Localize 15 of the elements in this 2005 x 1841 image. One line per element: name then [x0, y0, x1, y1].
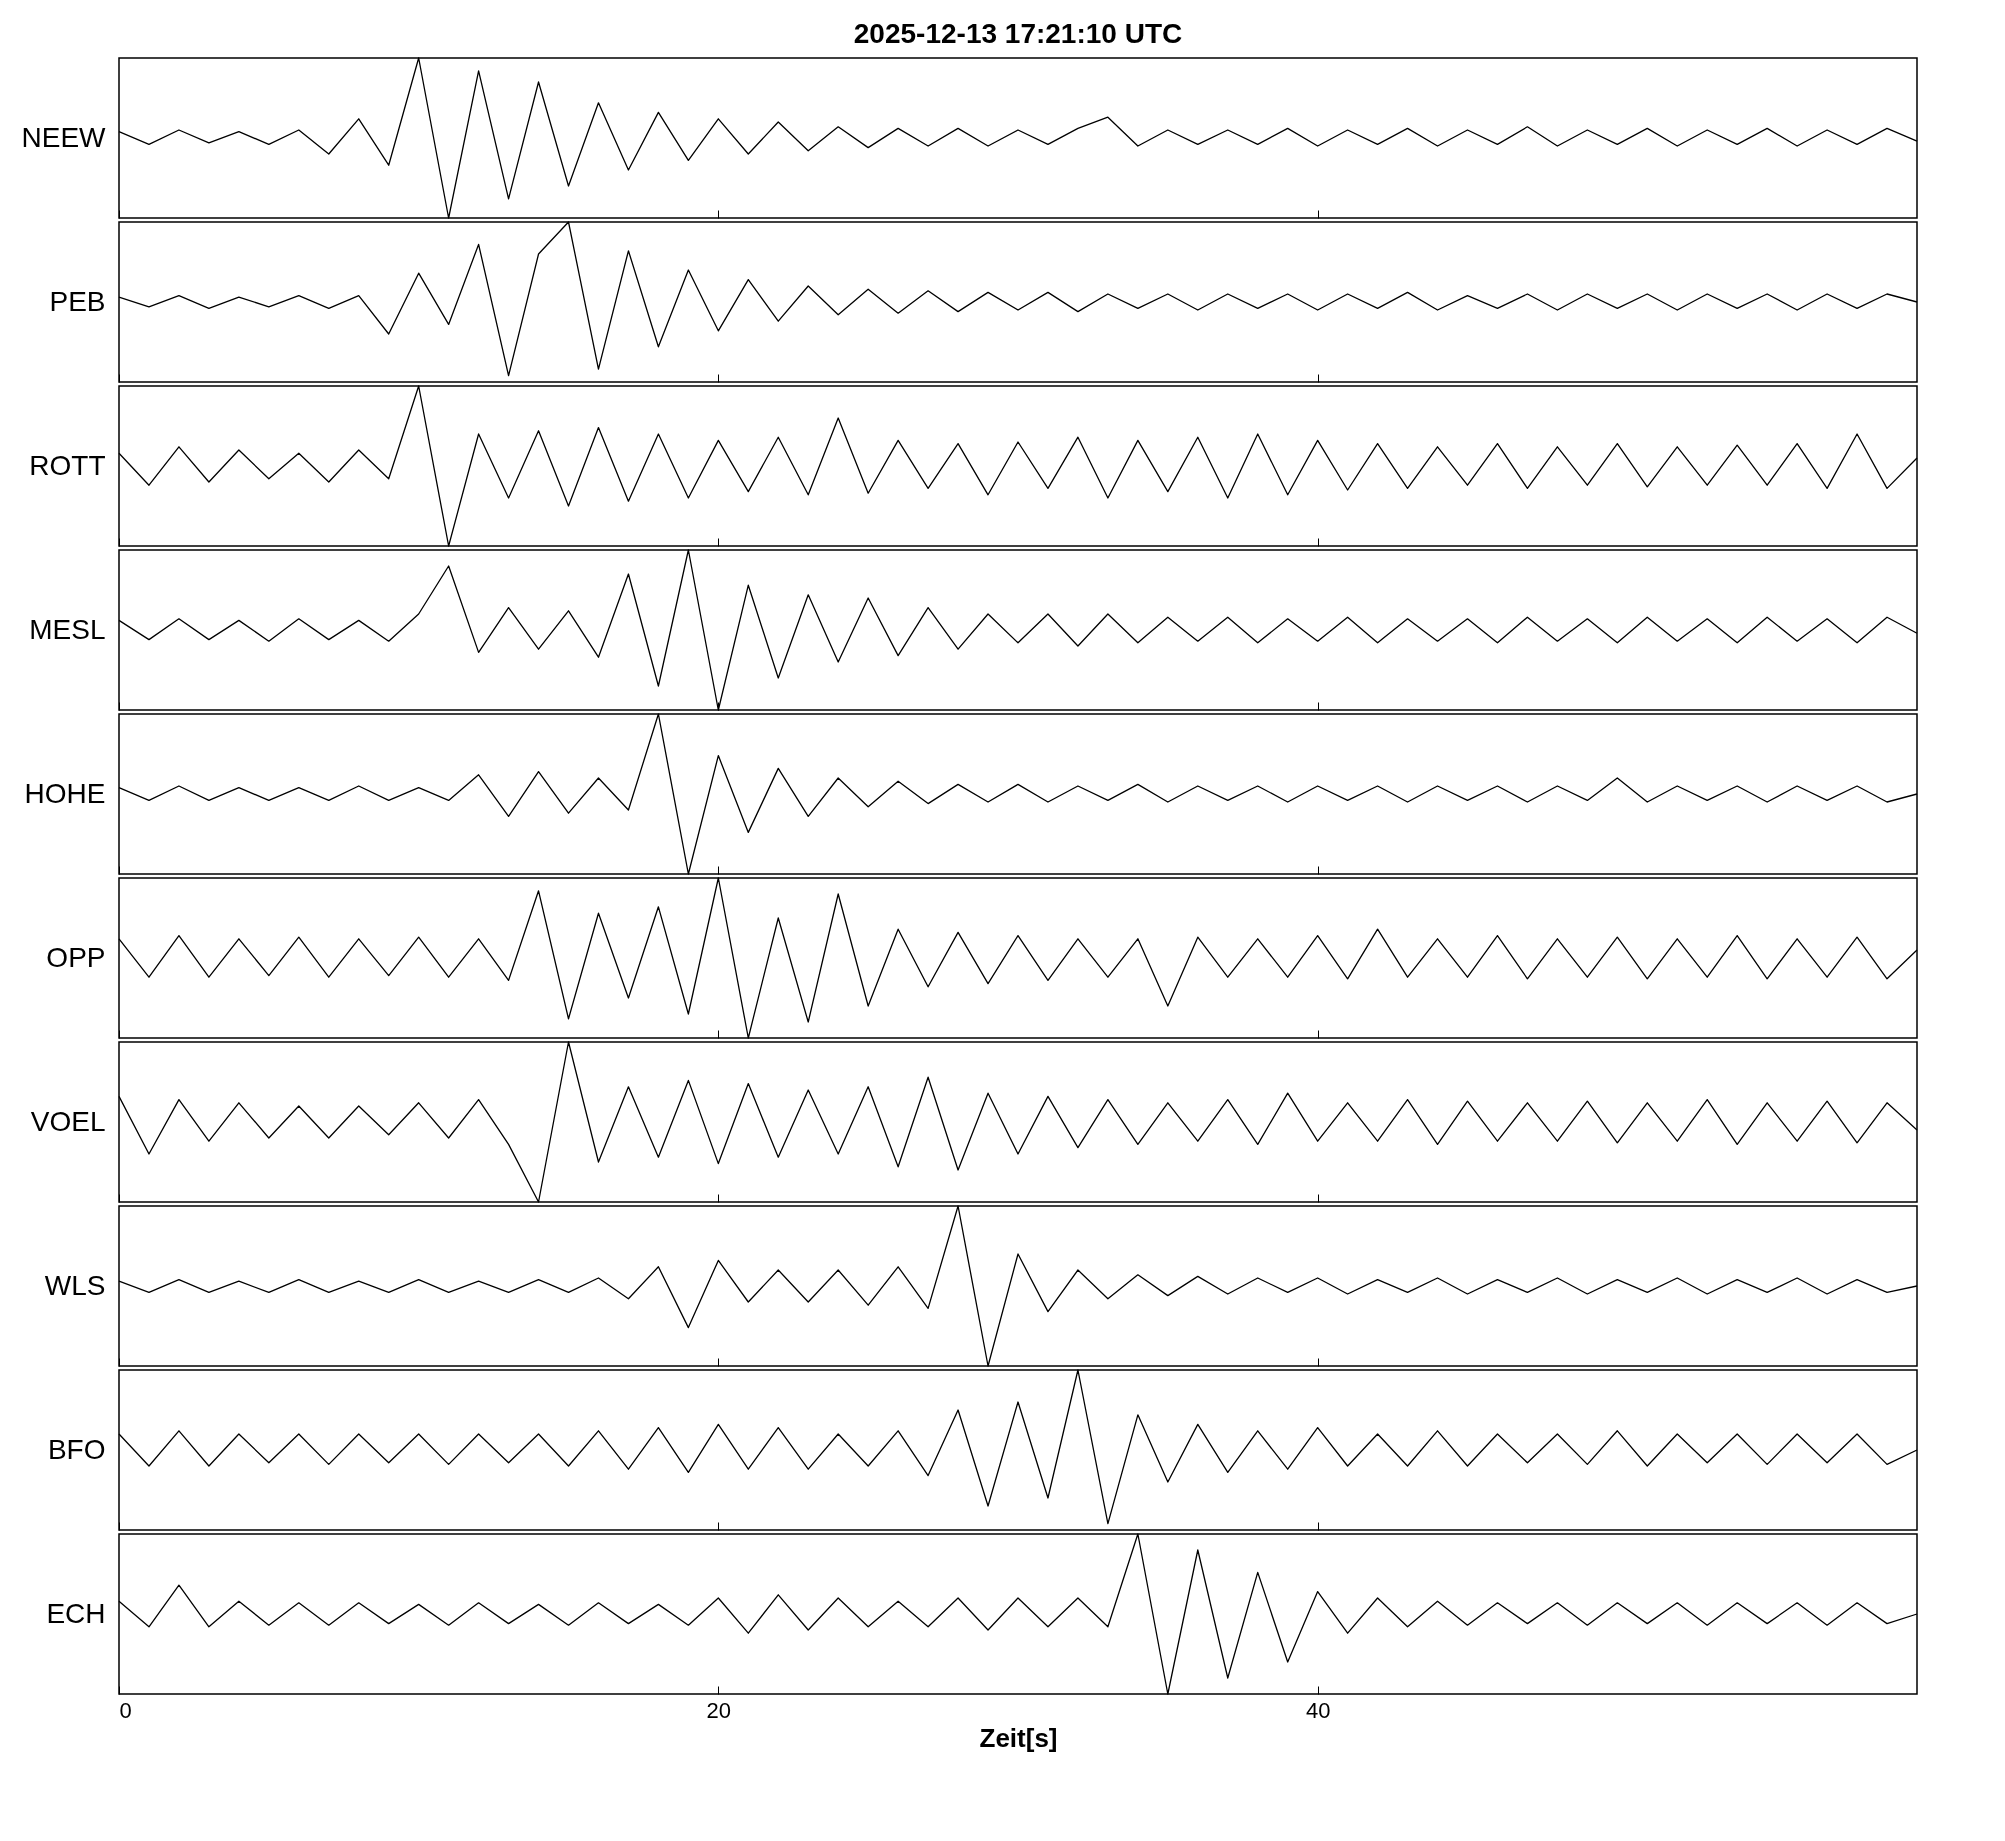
y-axis-title: NEEW — [21, 121, 107, 153]
y-axis-title: VOEL — [30, 1105, 106, 1137]
x-tick-label: 0 — [119, 1697, 132, 1723]
y-axis-title: WLS — [44, 1269, 106, 1301]
y-axis-title: PEB — [49, 285, 106, 317]
y-axis-title: BFO — [47, 1433, 106, 1465]
y-axis-title: HOHE — [24, 777, 106, 809]
x-tick-label: 20 — [706, 1697, 732, 1723]
y-axis-title: OPP — [46, 941, 106, 973]
y-axis-title: ECH — [46, 1597, 106, 1629]
x-axis-title: Zeit[s] — [979, 1722, 1058, 1753]
x-tick-label: 40 — [1305, 1697, 1331, 1723]
chart-title: 2025-12-13 17:21:10 UTC — [853, 18, 1183, 50]
y-axis-title: MESL — [29, 613, 106, 645]
y-axis-title: ROTT — [29, 449, 106, 481]
